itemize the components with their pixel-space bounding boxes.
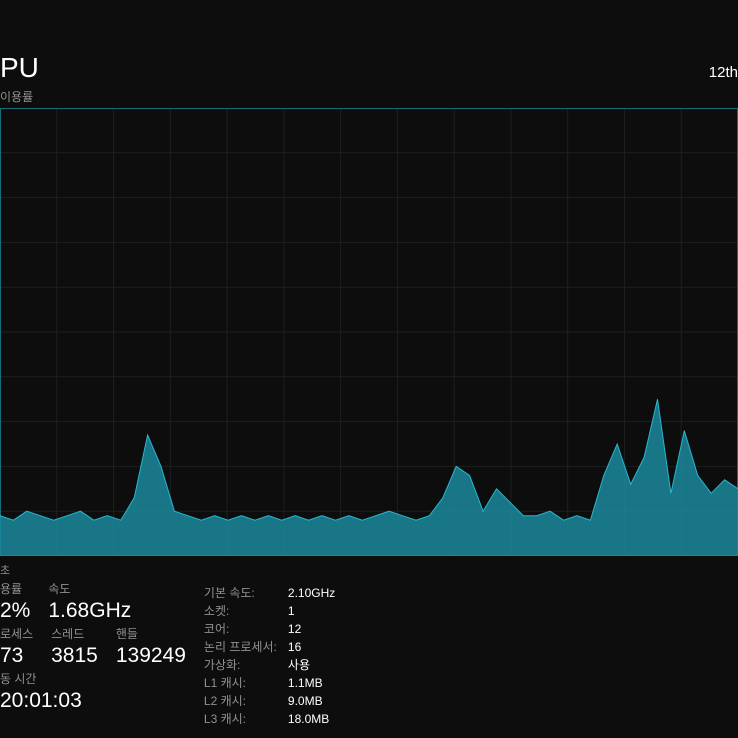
- stat-threads: 스레드 3815: [51, 625, 98, 668]
- detail-value: 사용: [288, 656, 310, 674]
- stat-value: 73: [0, 644, 33, 668]
- stat-value: 1.68GHz: [48, 599, 131, 623]
- detail-label: L1 캐시:: [204, 674, 288, 692]
- stat-value: 2%: [0, 599, 30, 623]
- detail-base-speed: 기본 속도: 2.10GHz: [204, 584, 738, 602]
- detail-logical: 논리 프로세서: 16: [204, 638, 738, 656]
- detail-value: 1: [288, 602, 295, 620]
- detail-value: 18.0MB: [288, 710, 329, 728]
- chart-caption: 이용률: [0, 88, 33, 105]
- stat-handles: 핸들 139249: [116, 625, 186, 668]
- detail-label: L3 캐시:: [204, 710, 288, 728]
- seconds-label: 초: [0, 562, 10, 578]
- detail-virtualization: 가상화: 사용: [204, 656, 738, 674]
- detail-l1: L1 캐시: 1.1MB: [204, 674, 738, 692]
- stat-speed: 속도 1.68GHz: [48, 580, 131, 623]
- detail-cores: 코어: 12: [204, 620, 738, 638]
- stat-label: 핸들: [116, 625, 186, 642]
- detail-value: 2.10GHz: [288, 584, 335, 602]
- stat-label: 로세스: [0, 625, 33, 642]
- chart-svg: [0, 108, 738, 556]
- detail-value: 1.1MB: [288, 674, 323, 692]
- stats-right: 기본 속도: 2.10GHz 소켓: 1 코어: 12 논리 프로세서: 16 …: [204, 562, 738, 738]
- detail-value: 16: [288, 638, 301, 656]
- detail-value: 12: [288, 620, 301, 638]
- detail-l2: L2 캐시: 9.0MB: [204, 692, 738, 710]
- cpu-utilization-chart[interactable]: [0, 108, 738, 556]
- detail-label: 가상화:: [204, 656, 288, 674]
- detail-label: 기본 속도:: [204, 584, 288, 602]
- stat-processes: 로세스 73: [0, 625, 33, 668]
- detail-label: L2 캐시:: [204, 692, 288, 710]
- detail-label: 코어:: [204, 620, 288, 638]
- task-manager-cpu-panel: PU 이용률 12th 초 용률 2% 속도 1.68GHz 로세스 73: [0, 0, 738, 738]
- stat-value: 20:01:03: [0, 689, 186, 713]
- stat-label: 속도: [48, 580, 131, 597]
- detail-value: 9.0MB: [288, 692, 323, 710]
- stat-value: 139249: [116, 644, 186, 668]
- detail-label: 논리 프로세서:: [204, 638, 288, 656]
- detail-label: 소켓:: [204, 602, 288, 620]
- stats-left: 용률 2% 속도 1.68GHz 로세스 73 스레드 3815 핸: [0, 562, 204, 738]
- stat-label: 용률: [0, 580, 30, 597]
- detail-sockets: 소켓: 1: [204, 602, 738, 620]
- stat-utilization: 용률 2%: [0, 580, 30, 623]
- stats-section: 초 용률 2% 속도 1.68GHz 로세스 73 스레드: [0, 562, 738, 738]
- stat-label: 동 시간: [0, 670, 186, 687]
- page-title: PU: [0, 52, 39, 84]
- cpu-model-fragment: 12th: [709, 64, 738, 81]
- stat-value: 3815: [51, 644, 98, 668]
- stat-label: 스레드: [51, 625, 98, 642]
- stat-uptime: 동 시간 20:01:03: [0, 670, 186, 713]
- detail-l3: L3 캐시: 18.0MB: [204, 710, 738, 728]
